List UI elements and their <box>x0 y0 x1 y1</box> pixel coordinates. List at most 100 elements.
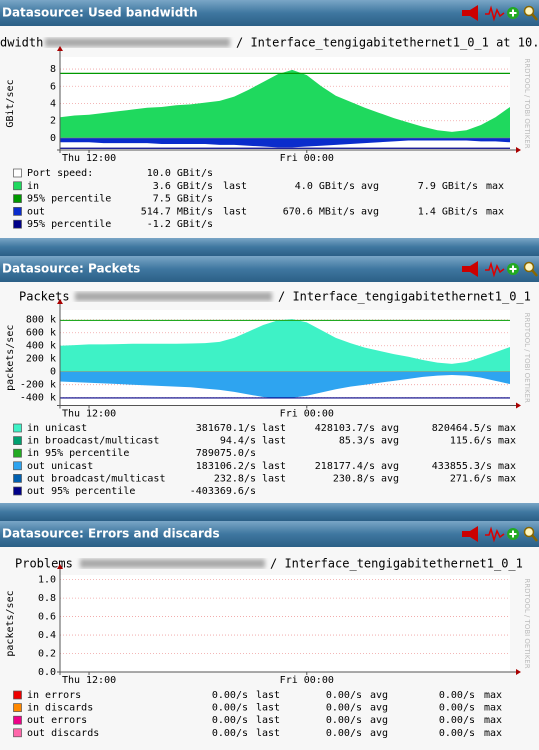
panel-header <box>0 0 539 26</box>
icon-zoom-handle <box>531 13 538 21</box>
legend-text: in broadcast/multicast <box>27 436 159 447</box>
legend-text: 95% percentile <box>27 194 111 205</box>
legend-swatch <box>13 219 22 229</box>
legend-text: max <box>486 181 504 192</box>
plot-area <box>60 575 510 672</box>
icon-zoom[interactable] <box>523 261 535 273</box>
legend-text: 7.5 GBit/s <box>153 194 213 205</box>
x-axis-arrow <box>516 669 521 675</box>
legend-swatch <box>13 436 22 445</box>
icon-zoom-handle <box>531 534 538 542</box>
legend-text: in <box>27 181 39 192</box>
icon-graph[interactable] <box>485 261 505 278</box>
legend-text: in unicast <box>27 423 87 434</box>
header-icons <box>462 526 538 543</box>
legend-text: 670.6 MBit/s <box>283 206 355 217</box>
graph-title: Packets <box>19 290 70 304</box>
graph-title: / Interface_tengigabitethernet1_0_1 <box>270 557 523 571</box>
area <box>60 319 510 372</box>
legend-text: 230.8/s <box>333 473 375 484</box>
graph-title: dwidth <box>0 36 43 50</box>
legend-swatch <box>13 728 22 738</box>
legend-text: 820464.5/s <box>432 423 492 434</box>
legend-swatch <box>13 423 22 433</box>
legend-text: 232.8/s <box>214 473 256 484</box>
icon-megaphone[interactable] <box>462 5 478 21</box>
legend-text: avg <box>370 728 388 739</box>
legend-swatch <box>13 703 22 712</box>
area <box>60 371 510 399</box>
legend-text: 381670.1/s <box>196 423 256 434</box>
icon-zoom[interactable] <box>523 526 535 538</box>
y-tick-label: 0.8 <box>38 593 56 604</box>
legend-text: avg <box>381 423 399 434</box>
legend-text: 0.00/s <box>212 715 248 726</box>
legend-text: avg <box>370 715 388 726</box>
legend-text: last <box>262 423 286 434</box>
legend-text: 218177.4/s <box>315 461 375 472</box>
icon-zoom-handle <box>531 269 538 277</box>
icon-add-cross <box>509 265 517 273</box>
legend-text: last <box>262 461 286 472</box>
legend-text: max <box>484 715 502 726</box>
icon-graph[interactable] <box>485 5 505 22</box>
legend-swatch <box>13 715 22 725</box>
redacted <box>80 559 265 568</box>
legend-text: last <box>256 728 280 739</box>
icon-megaphone[interactable] <box>462 261 478 277</box>
legend-text: last <box>256 715 280 726</box>
area <box>60 69 510 138</box>
legend-text: 1.4 GBit/s <box>418 206 478 217</box>
legend-text: 0.00/s <box>439 703 475 714</box>
legend-text: avg <box>361 206 379 217</box>
x-tick-label: Thu 12:00 <box>62 153 116 164</box>
panel-title: Datasource: Used bandwidth <box>2 6 198 20</box>
legend-swatch <box>13 474 22 483</box>
y-axis-arrow <box>57 564 63 569</box>
y-tick-label: 8 <box>50 64 56 75</box>
legend-swatch <box>13 461 22 471</box>
panel-footer <box>0 238 539 256</box>
area <box>60 137 510 148</box>
legend-text: -403369.6/s <box>190 486 256 497</box>
x-tick-label: Fri 00:00 <box>280 153 334 164</box>
legend-text: 0.00/s <box>212 728 248 739</box>
panel-title: Datasource: Errors and discards <box>2 527 220 541</box>
legend-text: 433855.3/s <box>432 461 492 472</box>
legend-text: 10.0 GBit/s <box>147 168 213 179</box>
legend-text: Port speed: <box>27 168 93 179</box>
legend-text: 0.00/s <box>326 715 362 726</box>
x-tick-label: Fri 00:00 <box>280 409 334 420</box>
legend-text: out <box>27 206 45 217</box>
y-tick-label: 0 <box>50 133 56 144</box>
y-axis-label: packets/sec <box>5 590 16 656</box>
icon-zoom[interactable] <box>523 5 535 17</box>
legend-text: 271.6/s <box>450 473 492 484</box>
x-axis-arrow <box>516 147 521 153</box>
icon-megaphone[interactable] <box>462 526 478 542</box>
y-tick-label: -200 k <box>20 380 56 391</box>
legend-text: -1.2 GBit/s <box>147 219 213 230</box>
legend-text: last <box>223 206 247 217</box>
graph-title: / Interface_tengigabitethernet1_0_1 <box>278 290 531 304</box>
x-axis-arrow <box>516 402 521 409</box>
y-tick-label: 0.2 <box>38 649 56 660</box>
legend-text: in errors <box>27 690 81 701</box>
panel-footer <box>0 503 539 521</box>
legend-text: last <box>223 181 247 192</box>
icon-graph[interactable] <box>485 526 505 543</box>
legend-text: 0.00/s <box>326 690 362 701</box>
y-tick-label: 200 k <box>26 354 56 365</box>
y-tick-label: 0.0 <box>38 667 56 678</box>
legend-text: max <box>484 690 502 701</box>
legend-text: avg <box>381 461 399 472</box>
y-tick-label: 800 k <box>26 315 56 326</box>
legend-text: avg <box>370 690 388 701</box>
legend-text: last <box>256 690 280 701</box>
panel-header <box>0 256 539 282</box>
y-tick-label: 4 <box>50 99 56 110</box>
legend-text: in 95% percentile <box>27 448 129 459</box>
legend-text: avg <box>361 181 379 192</box>
legend-text: 94.4/s <box>220 436 256 447</box>
legend-text: max <box>498 473 516 484</box>
